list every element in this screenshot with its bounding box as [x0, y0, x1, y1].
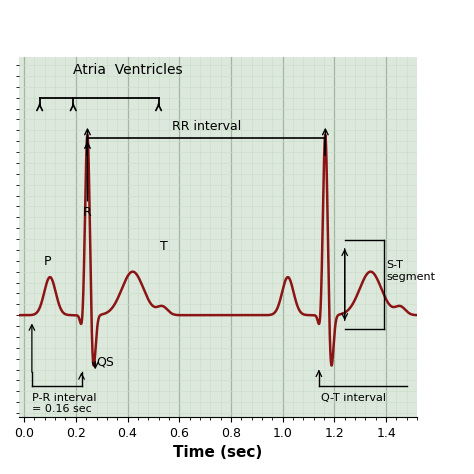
Text: Q-T interval: Q-T interval	[321, 392, 386, 402]
Text: P-R interval
= 0.16 sec: P-R interval = 0.16 sec	[32, 392, 96, 414]
Text: P: P	[44, 255, 51, 268]
Text: T: T	[160, 240, 168, 253]
Text: R: R	[83, 206, 92, 219]
X-axis label: Time (sec): Time (sec)	[173, 446, 263, 460]
Text: RR interval: RR interval	[172, 120, 241, 133]
Text: QS: QS	[97, 356, 114, 369]
Text: Atria  Ventricles: Atria Ventricles	[73, 63, 183, 77]
Text: S-T
segment: S-T segment	[386, 260, 435, 282]
